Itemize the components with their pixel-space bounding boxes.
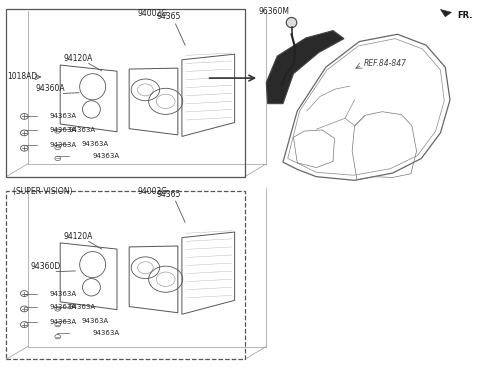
Polygon shape (266, 31, 344, 104)
Text: 94363A: 94363A (68, 304, 96, 311)
Text: 96360M: 96360M (259, 7, 290, 16)
Text: 94363A: 94363A (49, 127, 76, 133)
Text: 94120A: 94120A (63, 231, 93, 241)
Text: 94363A: 94363A (49, 113, 76, 120)
Ellipse shape (286, 17, 297, 28)
Text: 94363A: 94363A (92, 152, 119, 159)
Text: REF.84-847: REF.84-847 (364, 59, 407, 68)
Text: 94363A: 94363A (49, 142, 76, 148)
Text: 94363A: 94363A (68, 127, 96, 133)
Text: 94363A: 94363A (82, 318, 108, 324)
Text: 94363A: 94363A (82, 141, 108, 147)
Text: 94002G: 94002G (137, 10, 168, 18)
Text: 94360D: 94360D (31, 262, 61, 271)
Text: (SUPER VISION): (SUPER VISION) (13, 187, 73, 196)
Polygon shape (441, 10, 451, 17)
Text: 94120A: 94120A (63, 54, 93, 63)
Bar (6, 191, 245, 359)
Text: 94363A: 94363A (49, 291, 76, 297)
Text: 94363A: 94363A (49, 304, 76, 311)
Text: 94363A: 94363A (92, 330, 119, 336)
Text: 94365: 94365 (156, 13, 180, 21)
Text: 94363A: 94363A (49, 319, 76, 325)
Text: FR.: FR. (457, 11, 473, 20)
Text: 94360A: 94360A (36, 84, 65, 93)
Text: 1018AD: 1018AD (7, 72, 37, 81)
Text: 94002G: 94002G (137, 187, 168, 196)
Text: 94365: 94365 (156, 190, 180, 199)
